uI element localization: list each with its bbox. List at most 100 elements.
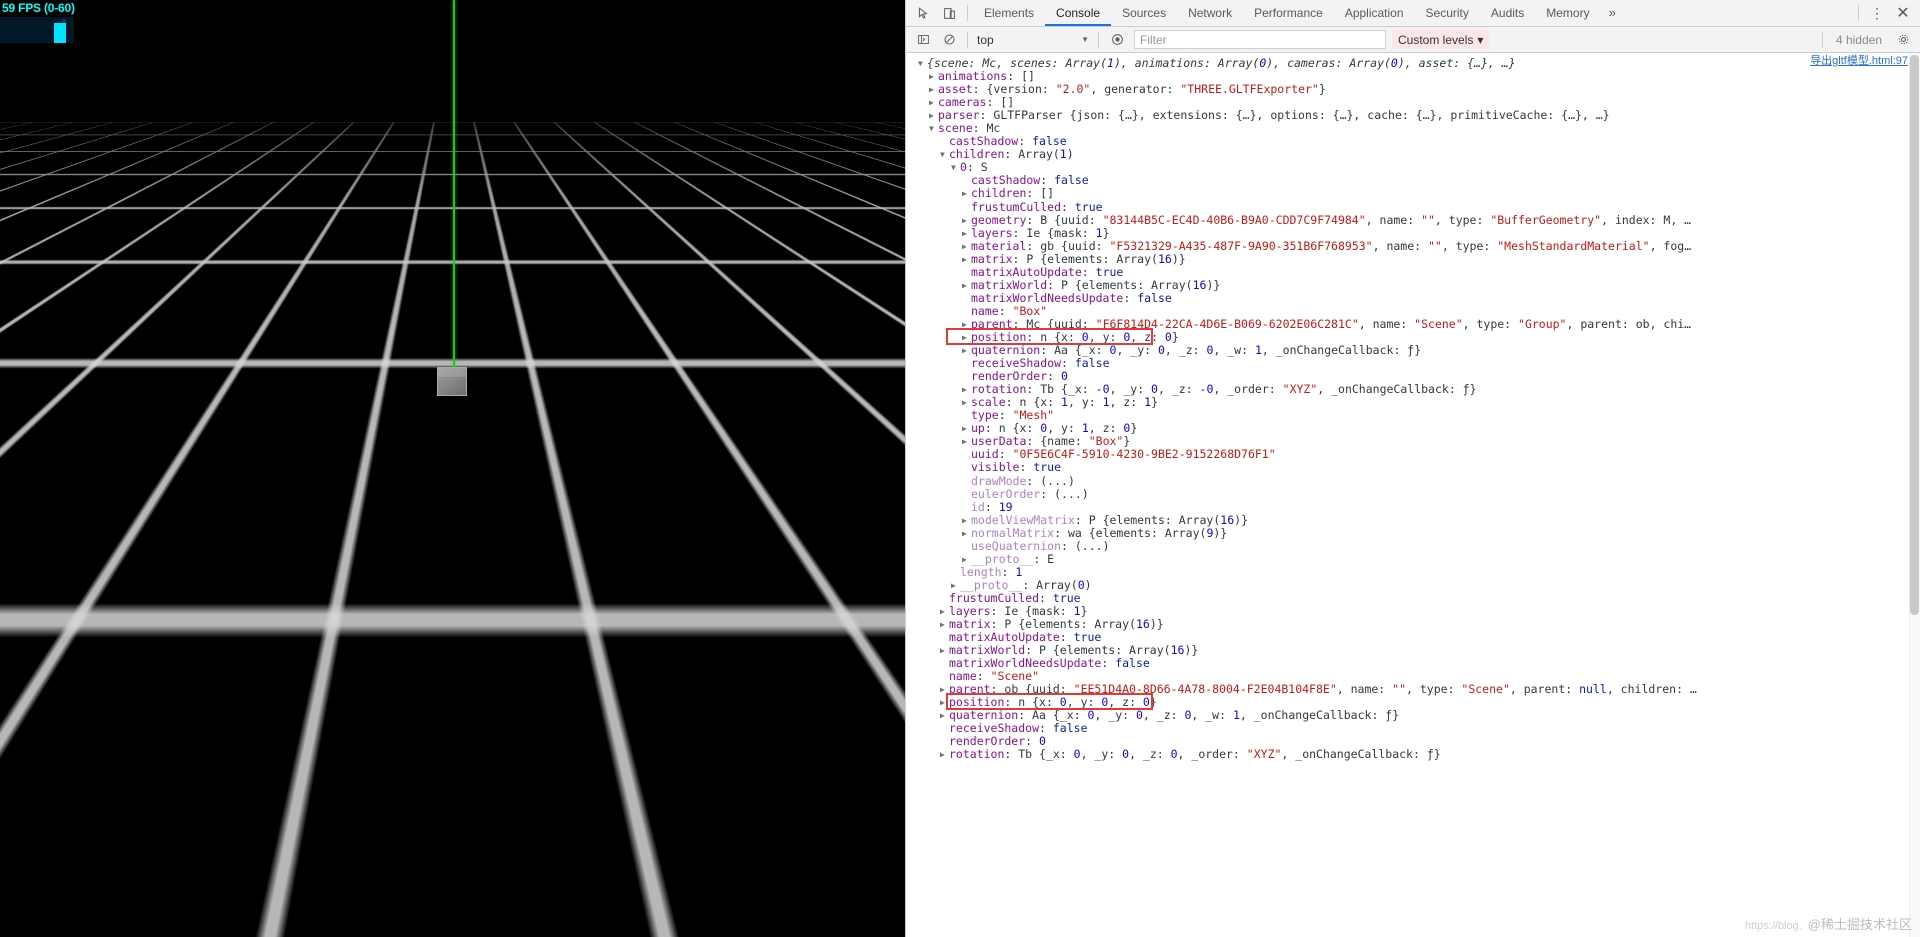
console-property-line[interactable]: ▶castShadow: false <box>906 135 1920 148</box>
console-property-line[interactable]: ▶ parent: ob {uuid: "EE51D4A0-8D66-4A78-8… <box>940 682 1697 697</box>
console-property-line[interactable]: ▶ normalMatrix: wa {elements: Array(9)} <box>962 525 1228 540</box>
disclosure-triangle-icon[interactable]: ▼ <box>940 150 945 160</box>
disclosure-triangle-icon[interactable]: ▶ <box>940 711 945 721</box>
console-property-line[interactable]: ▶ matrixWorld: P {elements: Array(16)} <box>962 277 1221 292</box>
disclosure-triangle-icon[interactable]: ▶ <box>962 554 967 564</box>
close-icon[interactable]: ✕ <box>1896 5 1910 22</box>
console-property-line[interactable]: ▶ rotation: Tb {_x: -0, _y: 0, _z: -0, _o… <box>962 382 1477 397</box>
disclosure-triangle-icon[interactable]: ▶ <box>940 670 949 683</box>
disclosure-triangle-icon[interactable]: ▶ <box>929 111 934 121</box>
console-property-line[interactable]: ▶eulerOrder: (...) <box>906 487 1920 501</box>
console-property-line[interactable]: ▶ parser: GLTFParser {json: {…}, extensio… <box>929 108 1610 123</box>
console-property-line[interactable]: ▶ children: [] <box>962 186 1055 201</box>
console-property-line[interactable]: ▶frustumCulled: true <box>906 200 1920 214</box>
console-property-line[interactable]: ▶ asset: {version: "2.0", generator: "THR… <box>929 82 1326 97</box>
console-property-line[interactable]: ▶ layers: Ie {mask: 1} <box>940 603 1088 618</box>
console-property-line[interactable]: ▶ animations: [] <box>929 69 1035 84</box>
console-property-line[interactable]: ▶matrixAutoUpdate: true <box>906 265 1920 279</box>
console-property-line[interactable]: ▶matrixWorldNeedsUpdate: false <box>906 657 1920 670</box>
disclosure-triangle-icon[interactable]: ▶ <box>940 735 949 748</box>
disclosure-triangle-icon[interactable]: ▼ <box>918 59 923 68</box>
console-property-line[interactable]: ▶frustumCulled: true <box>906 591 1920 605</box>
log-levels-dropdown[interactable]: Custom levels ▾ <box>1392 30 1490 49</box>
disclosure-triangle-icon[interactable]: ▶ <box>962 448 971 461</box>
disclosure-triangle-icon[interactable]: ▶ <box>962 319 967 329</box>
console-property-line[interactable]: ▶ rotation: Tb {_x: 0, _y: 0, _z: 0, _ord… <box>940 747 1441 762</box>
disclosure-triangle-icon[interactable]: ▶ <box>951 580 956 590</box>
fps-stats-overlay[interactable]: 59 FPS (0-60) <box>0 0 80 43</box>
clear-console-icon[interactable] <box>936 27 962 52</box>
disclosure-triangle-icon[interactable]: ▶ <box>940 722 949 735</box>
disclosure-triangle-icon[interactable]: ▶ <box>940 685 945 695</box>
console-property-line[interactable]: ▶matrixAutoUpdate: true <box>906 631 1920 644</box>
console-property-line[interactable]: ▼ scene: Mc <box>929 121 1001 136</box>
tab-sources[interactable]: Sources <box>1122 6 1167 20</box>
console-property-line[interactable]: ▶uuid: "0F5E6C4F-5910-4230-9BE2-9152268D… <box>906 448 1920 461</box>
console-property-line[interactable]: ▶name: "Scene" <box>906 670 1920 683</box>
disclosure-triangle-icon[interactable]: ▶ <box>962 437 967 447</box>
disclosure-triangle-icon[interactable]: ▶ <box>962 398 967 408</box>
disclosure-triangle-icon[interactable]: ▶ <box>962 254 967 264</box>
console-property-line[interactable]: ▶castShadow: false <box>906 174 1920 187</box>
tab-performance[interactable]: Performance <box>1254 6 1323 20</box>
tab-elements[interactable]: Elements <box>984 6 1035 20</box>
console-property-line[interactable]: ▶useQuaternion: (...) <box>906 539 1920 553</box>
console-property-line[interactable]: ▶ quaternion: Aa {_x: 0, _y: 0, _z: 0, _w… <box>940 708 1400 723</box>
disclosure-triangle-icon[interactable]: ▶ <box>962 280 967 290</box>
console-property-line[interactable]: ▶ matrix: P {elements: Array(16)} <box>940 617 1164 632</box>
disclosure-triangle-icon[interactable]: ▶ <box>940 620 945 630</box>
disclosure-triangle-icon[interactable]: ▶ <box>929 72 934 82</box>
tab-memory[interactable]: Memory <box>1546 6 1590 20</box>
disclosure-triangle-icon[interactable]: ▶ <box>962 501 971 514</box>
disclosure-triangle-icon[interactable]: ▶ <box>929 85 934 95</box>
disclosure-triangle-icon[interactable]: ▶ <box>962 409 971 422</box>
disclosure-triangle-icon[interactable]: ▶ <box>962 475 971 488</box>
hidden-messages-count[interactable]: 4 hidden <box>1835 32 1882 47</box>
gear-icon[interactable] <box>1890 27 1916 52</box>
console-property-line[interactable]: ▶ parent: Mc {uuid: "F6F814D4-22CA-4D6E-B… <box>962 316 1692 331</box>
tab-console[interactable]: Console <box>1045 0 1112 26</box>
disclosure-triangle-icon[interactable]: ▶ <box>962 215 967 225</box>
console-property-line[interactable]: ▼ {scene: Mc, scenes: Array(1), animation… <box>906 56 1920 70</box>
disclosure-triangle-icon[interactable]: ▼ <box>929 124 934 134</box>
disclosure-triangle-icon[interactable]: ▶ <box>962 424 967 434</box>
tab-security[interactable]: Security <box>1425 6 1469 20</box>
tab-application[interactable]: Application <box>1344 6 1404 20</box>
disclosure-triangle-icon[interactable]: ▶ <box>940 631 949 644</box>
console-sidebar-icon[interactable] <box>910 27 936 52</box>
disclosure-triangle-icon[interactable]: ▶ <box>940 135 949 148</box>
box-mesh-object[interactable] <box>437 367 467 396</box>
console-property-line[interactable]: ▶visible: true <box>906 461 1920 474</box>
console-property-line[interactable]: ▶ cameras: [] <box>929 95 1015 110</box>
disclosure-triangle-icon[interactable]: ▶ <box>962 528 967 538</box>
tab-audits[interactable]: Audits <box>1490 6 1525 20</box>
disclosure-triangle-icon[interactable]: ▶ <box>962 370 971 383</box>
disclosure-triangle-icon[interactable]: ▶ <box>962 241 967 251</box>
console-property-line[interactable]: ▼ children: Array(1) <box>940 147 1074 162</box>
devtools-menu-icon[interactable]: ⋮ <box>1870 4 1884 21</box>
console-property-line[interactable]: ▶ material: gb {uuid: "F5321329-A435-487F… <box>962 238 1692 253</box>
disclosure-triangle-icon[interactable]: ▶ <box>962 201 971 214</box>
console-source-link[interactable]: 导出gltf模型.html:97 <box>1810 55 1908 67</box>
disclosure-triangle-icon[interactable]: ▶ <box>962 346 967 356</box>
disclosure-triangle-icon[interactable]: ▶ <box>929 98 934 108</box>
console-property-line[interactable]: ▶type: "Mesh" <box>906 409 1920 422</box>
disclosure-triangle-icon[interactable]: ▶ <box>940 606 945 616</box>
console-property-line[interactable]: ▶ position: n {x: 0, y: 0, z: 0} <box>962 329 1179 344</box>
disclosure-triangle-icon[interactable]: ▶ <box>940 657 949 670</box>
console-scrollbar-thumb[interactable] <box>1910 55 1919 615</box>
disclosure-triangle-icon[interactable]: ▶ <box>962 266 971 279</box>
disclosure-triangle-icon[interactable]: ▶ <box>962 228 967 238</box>
console-property-line[interactable]: ▶ matrix: P {elements: Array(16)} <box>962 251 1186 266</box>
console-scrollbar[interactable] <box>1909 53 1920 937</box>
inspect-cursor-icon[interactable] <box>910 1 936 26</box>
console-property-line[interactable]: ▶ scale: n {x: 1, y: 1, z: 1} <box>962 395 1159 410</box>
execution-context-select[interactable]: top ▼ <box>973 30 1093 49</box>
disclosure-triangle-icon[interactable]: ▶ <box>962 488 971 501</box>
console-property-line[interactable]: ▶ position: n {x: 0, y: 0, z: 0} <box>940 695 1157 710</box>
console-property-line[interactable]: ▶ up: n {x: 0, y: 1, z: 0} <box>962 421 1138 436</box>
console-property-line[interactable]: ▶ layers: Ie {mask: 1} <box>962 225 1110 240</box>
three-js-viewport[interactable]: 59 FPS (0-60) <box>0 0 905 937</box>
console-property-line[interactable]: ▶renderOrder: 0 <box>906 370 1920 383</box>
console-property-line[interactable]: ▶receiveShadow: false <box>906 357 1920 370</box>
